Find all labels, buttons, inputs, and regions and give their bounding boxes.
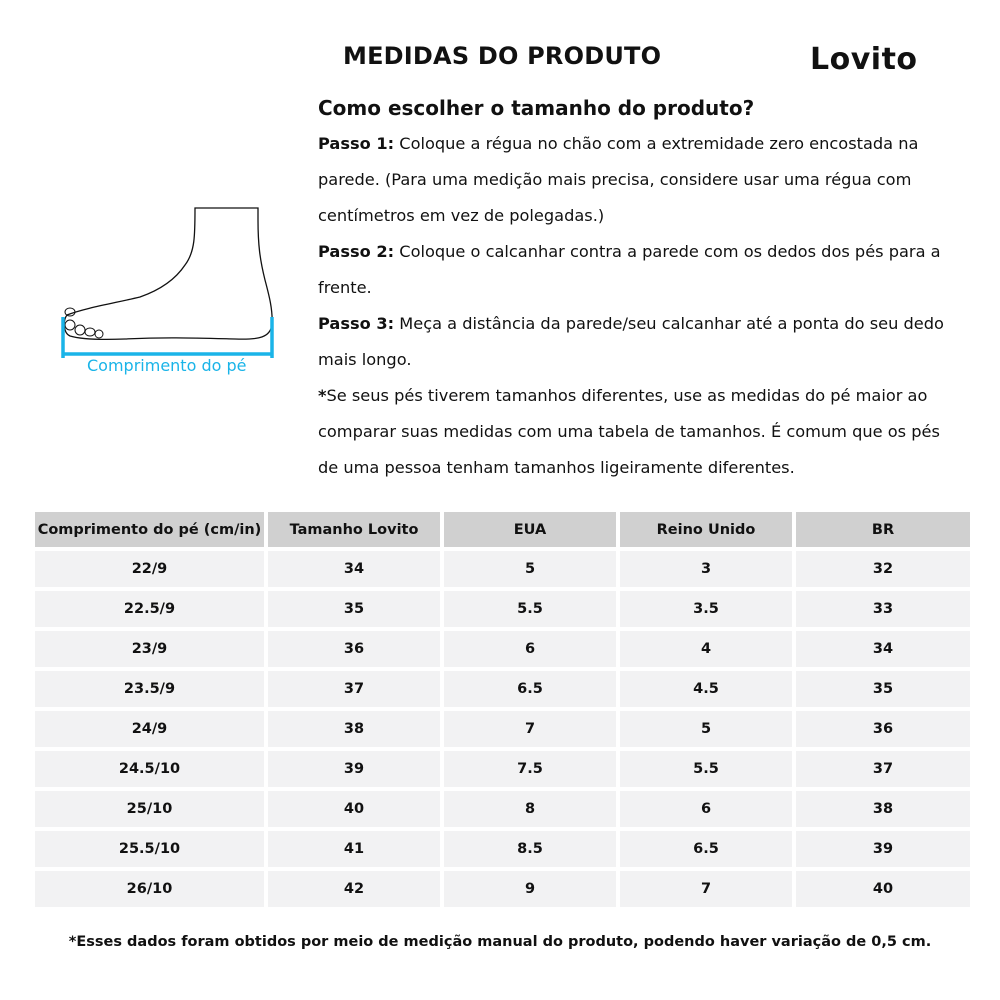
table-cell: 3.5 (620, 591, 792, 627)
guide-instructions: Passo 1: Coloque a régua no chão com a e… (318, 126, 958, 486)
table-cell: 24/9 (35, 711, 264, 747)
table-cell: 36 (268, 631, 440, 667)
table-row: 23/9 36 6 4 34 (35, 631, 970, 667)
table-cell: 7 (620, 871, 792, 907)
step-1: Passo 1: Coloque a régua no chão com a e… (318, 134, 919, 225)
table-cell: 5 (620, 711, 792, 747)
table-cell: 36 (796, 711, 970, 747)
table-cell: 22/9 (35, 551, 264, 587)
foot-measurement-icon (61, 207, 274, 358)
table-cell: 5 (444, 551, 616, 587)
size-chart-table: Comprimento do pé (cm/in) Tamanho Lovito… (31, 508, 974, 911)
table-cell: 37 (268, 671, 440, 707)
table-cell: 34 (796, 631, 970, 667)
table-cell: 35 (268, 591, 440, 627)
table-cell: 25/10 (35, 791, 264, 827)
table-cell: 38 (268, 711, 440, 747)
table-cell: 5.5 (444, 591, 616, 627)
table-cell: 40 (268, 791, 440, 827)
table-cell: 8 (444, 791, 616, 827)
step-note: *Se seus pés tiverem tamanhos diferentes… (318, 386, 940, 477)
table-row: 26/10 42 9 7 40 (35, 871, 970, 907)
table-header-row: Comprimento do pé (cm/in) Tamanho Lovito… (35, 512, 970, 547)
table-cell: 6 (444, 631, 616, 667)
table-cell: 7.5 (444, 751, 616, 787)
table-row: 25/10 40 8 6 38 (35, 791, 970, 827)
column-header: Tamanho Lovito (268, 512, 440, 547)
table-cell: 4.5 (620, 671, 792, 707)
table-cell: 33 (796, 591, 970, 627)
table-cell: 39 (796, 831, 970, 867)
table-row: 24/9 38 7 5 36 (35, 711, 970, 747)
table-cell: 25.5/10 (35, 831, 264, 867)
table-cell: 24.5/10 (35, 751, 264, 787)
column-header: Comprimento do pé (cm/in) (35, 512, 264, 547)
table-cell: 23/9 (35, 631, 264, 667)
step-3: Passo 3: Meça a distância da parede/seu … (318, 314, 944, 369)
foot-length-label: Comprimento do pé (87, 356, 247, 375)
table-cell: 38 (796, 791, 970, 827)
table-row: 24.5/10 39 7.5 5.5 37 (35, 751, 970, 787)
table-cell: 32 (796, 551, 970, 587)
table-cell: 22.5/9 (35, 591, 264, 627)
column-header: EUA (444, 512, 616, 547)
table-cell: 34 (268, 551, 440, 587)
table-cell: 23.5/9 (35, 671, 264, 707)
table-cell: 5.5 (620, 751, 792, 787)
table-cell: 26/10 (35, 871, 264, 907)
table-row: 25.5/10 41 8.5 6.5 39 (35, 831, 970, 867)
column-header: Reino Unido (620, 512, 792, 547)
table-cell: 3 (620, 551, 792, 587)
table-cell: 8.5 (444, 831, 616, 867)
table-cell: 6.5 (620, 831, 792, 867)
table-cell: 6 (620, 791, 792, 827)
table-cell: 35 (796, 671, 970, 707)
table-cell: 6.5 (444, 671, 616, 707)
step-2: Passo 2: Coloque o calcanhar contra a pa… (318, 242, 941, 297)
brand-logo: Lovito (810, 42, 918, 77)
table-row: 22.5/9 35 5.5 3.5 33 (35, 591, 970, 627)
table-cell: 42 (268, 871, 440, 907)
measurement-note: *Esses dados foram obtidos por meio de m… (68, 934, 932, 950)
table-row: 23.5/9 37 6.5 4.5 35 (35, 671, 970, 707)
table-cell: 9 (444, 871, 616, 907)
table-cell: 40 (796, 871, 970, 907)
page-title: MEDIDAS DO PRODUTO (343, 42, 662, 70)
table-cell: 4 (620, 631, 792, 667)
table-cell: 37 (796, 751, 970, 787)
column-header: BR (796, 512, 970, 547)
guide-subtitle: Como escolher o tamanho do produto? (318, 96, 755, 120)
table-cell: 7 (444, 711, 616, 747)
table-cell: 41 (268, 831, 440, 867)
table-row: 22/9 34 5 3 32 (35, 551, 970, 587)
table-cell: 39 (268, 751, 440, 787)
